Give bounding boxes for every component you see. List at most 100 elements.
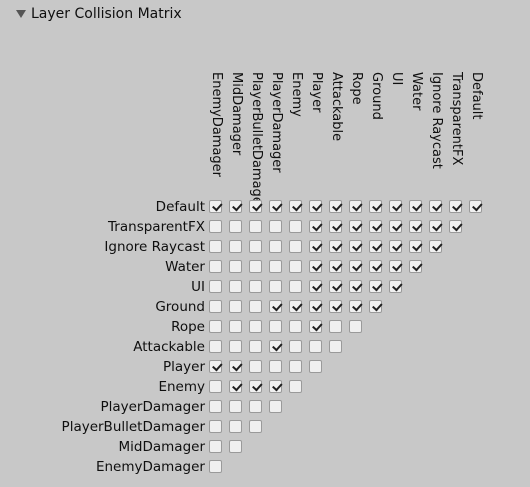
collision-checkbox[interactable] [289, 200, 303, 213]
collision-checkbox[interactable] [289, 280, 302, 293]
collision-checkbox[interactable] [389, 260, 403, 273]
collision-checkbox[interactable] [269, 300, 283, 313]
collision-checkbox[interactable] [269, 220, 282, 233]
collision-checkbox[interactable] [309, 320, 323, 333]
collision-checkbox[interactable] [289, 260, 302, 273]
collision-checkbox[interactable] [309, 280, 323, 293]
collision-checkbox[interactable] [249, 260, 262, 273]
collision-checkbox[interactable] [289, 220, 302, 233]
collision-checkbox[interactable] [229, 220, 242, 233]
collision-checkbox[interactable] [229, 400, 242, 413]
collision-checkbox[interactable] [229, 240, 242, 253]
collision-checkbox[interactable] [309, 300, 323, 313]
collision-checkbox[interactable] [249, 340, 262, 353]
collision-checkbox[interactable] [269, 360, 282, 373]
collision-checkbox[interactable] [209, 320, 222, 333]
collision-checkbox[interactable] [269, 280, 282, 293]
collision-checkbox[interactable] [209, 340, 222, 353]
collision-checkbox[interactable] [369, 300, 383, 313]
collision-checkbox[interactable] [209, 300, 222, 313]
collision-checkbox[interactable] [369, 220, 383, 233]
collision-checkbox[interactable] [289, 320, 302, 333]
collision-checkbox[interactable] [229, 280, 242, 293]
collision-checkbox[interactable] [329, 280, 343, 293]
triangle-down-icon[interactable] [16, 10, 26, 18]
collision-checkbox[interactable] [369, 240, 383, 253]
collision-checkbox[interactable] [229, 360, 243, 373]
collision-checkbox[interactable] [389, 240, 403, 253]
collision-checkbox[interactable] [429, 200, 443, 213]
collision-checkbox[interactable] [349, 280, 363, 293]
collision-checkbox[interactable] [269, 340, 283, 353]
collision-checkbox[interactable] [349, 320, 362, 333]
collision-checkbox[interactable] [209, 260, 222, 273]
collision-checkbox[interactable] [229, 300, 242, 313]
collision-checkbox[interactable] [209, 240, 222, 253]
collision-checkbox[interactable] [209, 360, 223, 373]
collision-checkbox[interactable] [309, 340, 322, 353]
collision-checkbox[interactable] [229, 340, 242, 353]
collision-checkbox[interactable] [309, 220, 323, 233]
collision-checkbox[interactable] [389, 200, 403, 213]
collision-checkbox[interactable] [329, 300, 343, 313]
collision-checkbox[interactable] [349, 200, 363, 213]
collision-checkbox[interactable] [229, 260, 242, 273]
collision-checkbox[interactable] [329, 260, 343, 273]
collision-checkbox[interactable] [269, 320, 282, 333]
collision-checkbox[interactable] [249, 420, 262, 433]
collision-checkbox[interactable] [449, 200, 463, 213]
collision-checkbox[interactable] [309, 200, 323, 213]
collision-checkbox[interactable] [349, 240, 363, 253]
collision-checkbox[interactable] [229, 440, 242, 453]
collision-checkbox[interactable] [289, 340, 302, 353]
collision-checkbox[interactable] [269, 400, 282, 413]
collision-checkbox[interactable] [369, 260, 383, 273]
collision-checkbox[interactable] [409, 220, 423, 233]
collision-checkbox[interactable] [289, 240, 302, 253]
collision-checkbox[interactable] [209, 220, 222, 233]
collision-checkbox[interactable] [329, 340, 342, 353]
collision-checkbox[interactable] [229, 320, 242, 333]
collision-checkbox[interactable] [409, 260, 423, 273]
collision-checkbox[interactable] [309, 360, 322, 373]
collision-checkbox[interactable] [389, 280, 403, 293]
collision-checkbox[interactable] [429, 220, 443, 233]
collision-checkbox[interactable] [369, 280, 383, 293]
collision-checkbox[interactable] [349, 220, 363, 233]
collision-checkbox[interactable] [209, 280, 222, 293]
collision-checkbox[interactable] [229, 200, 243, 213]
collision-checkbox[interactable] [249, 200, 263, 213]
collision-checkbox[interactable] [249, 280, 262, 293]
collision-checkbox[interactable] [249, 360, 262, 373]
collision-checkbox[interactable] [349, 300, 363, 313]
collision-checkbox[interactable] [209, 380, 222, 393]
collision-checkbox[interactable] [209, 400, 222, 413]
collision-checkbox[interactable] [309, 260, 323, 273]
collision-checkbox[interactable] [209, 440, 222, 453]
collision-checkbox[interactable] [409, 240, 423, 253]
collision-checkbox[interactable] [349, 260, 363, 273]
collision-checkbox[interactable] [249, 240, 262, 253]
collision-checkbox[interactable] [249, 220, 262, 233]
collision-checkbox[interactable] [209, 200, 223, 213]
collision-checkbox[interactable] [209, 420, 222, 433]
collision-checkbox[interactable] [229, 380, 243, 393]
collision-checkbox[interactable] [209, 460, 222, 473]
collision-checkbox[interactable] [269, 260, 282, 273]
collision-checkbox[interactable] [269, 200, 283, 213]
collision-checkbox[interactable] [449, 220, 463, 233]
collision-checkbox[interactable] [269, 380, 283, 393]
collision-checkbox[interactable] [249, 380, 263, 393]
collision-checkbox[interactable] [469, 200, 483, 213]
collision-checkbox[interactable] [429, 240, 443, 253]
collision-checkbox[interactable] [269, 240, 282, 253]
collision-checkbox[interactable] [309, 240, 323, 253]
collision-checkbox[interactable] [389, 220, 403, 233]
collision-checkbox[interactable] [369, 200, 383, 213]
collision-checkbox[interactable] [289, 360, 302, 373]
collision-checkbox[interactable] [229, 420, 242, 433]
collision-checkbox[interactable] [409, 200, 423, 213]
collision-checkbox[interactable] [249, 300, 262, 313]
layer-collision-header[interactable]: Layer Collision Matrix [0, 0, 530, 30]
collision-checkbox[interactable] [329, 220, 343, 233]
